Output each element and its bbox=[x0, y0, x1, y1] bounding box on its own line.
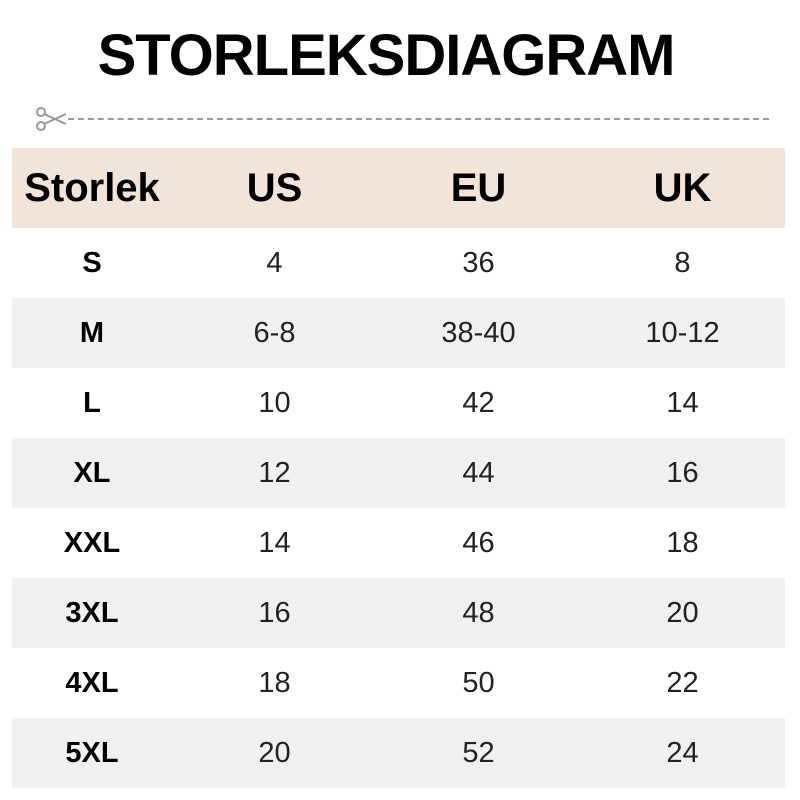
cell-size: XXL bbox=[63, 526, 121, 559]
size-table: Storlek US EU UK S 4 36 8 M 6-8 38-40 10-12 L 10 4… bbox=[12, 148, 785, 788]
table-row: 5XL 20 52 24 bbox=[12, 718, 785, 788]
table-header: Storlek US EU UK bbox=[12, 148, 785, 228]
table-row: 4XL 18 50 22 bbox=[12, 648, 785, 718]
cell-us: 6-8 bbox=[253, 316, 296, 349]
cell-us: 4 bbox=[266, 246, 283, 279]
table-row: M 6-8 38-40 10-12 bbox=[12, 298, 785, 368]
cell-size: M bbox=[79, 316, 105, 349]
table-row: L 10 42 14 bbox=[12, 368, 785, 438]
cell-us: 14 bbox=[258, 526, 291, 559]
cell-eu: 44 bbox=[462, 456, 495, 489]
cell-us: 10 bbox=[258, 386, 291, 419]
table-row: 3XL 16 48 20 bbox=[12, 578, 785, 648]
cell-uk: 10-12 bbox=[645, 316, 720, 349]
cell-uk: 22 bbox=[666, 666, 699, 699]
cell-eu: 38-40 bbox=[441, 316, 516, 349]
table-row: XXL 14 46 18 bbox=[12, 508, 785, 578]
cell-size: 4XL bbox=[65, 666, 119, 699]
table-row: S 4 36 8 bbox=[12, 228, 785, 298]
cell-us: 18 bbox=[258, 666, 291, 699]
scissors-icon bbox=[36, 107, 67, 131]
header-eu: EU bbox=[450, 165, 507, 210]
cell-eu: 48 bbox=[462, 596, 495, 629]
header-size: Storlek bbox=[24, 165, 160, 210]
cell-uk: 20 bbox=[666, 596, 699, 629]
cell-uk: 24 bbox=[666, 736, 699, 769]
cell-us: 16 bbox=[258, 596, 291, 629]
cell-size: S bbox=[82, 246, 102, 279]
cell-eu: 52 bbox=[462, 736, 495, 769]
cell-eu: 36 bbox=[462, 246, 495, 279]
cell-size: 3XL bbox=[65, 596, 119, 629]
cell-uk: 18 bbox=[666, 526, 699, 559]
dashed-line bbox=[68, 118, 769, 120]
cell-eu: 42 bbox=[462, 386, 495, 419]
cell-eu: 50 bbox=[462, 666, 495, 699]
header-us: US bbox=[246, 165, 303, 210]
table-row: XL 12 44 16 bbox=[12, 438, 785, 508]
page-title: STORLEKSDIAGRAM bbox=[97, 23, 676, 88]
cell-us: 12 bbox=[258, 456, 291, 489]
cell-size: L bbox=[83, 386, 101, 419]
cut-line bbox=[34, 106, 769, 132]
cell-eu: 46 bbox=[462, 526, 495, 559]
cell-uk: 8 bbox=[674, 246, 691, 279]
cell-size: XL bbox=[73, 456, 111, 489]
header-uk: UK bbox=[653, 165, 712, 210]
cell-size: 5XL bbox=[65, 736, 119, 769]
cell-uk: 14 bbox=[666, 386, 699, 419]
cell-us: 20 bbox=[258, 736, 291, 769]
cell-uk: 16 bbox=[666, 456, 699, 489]
